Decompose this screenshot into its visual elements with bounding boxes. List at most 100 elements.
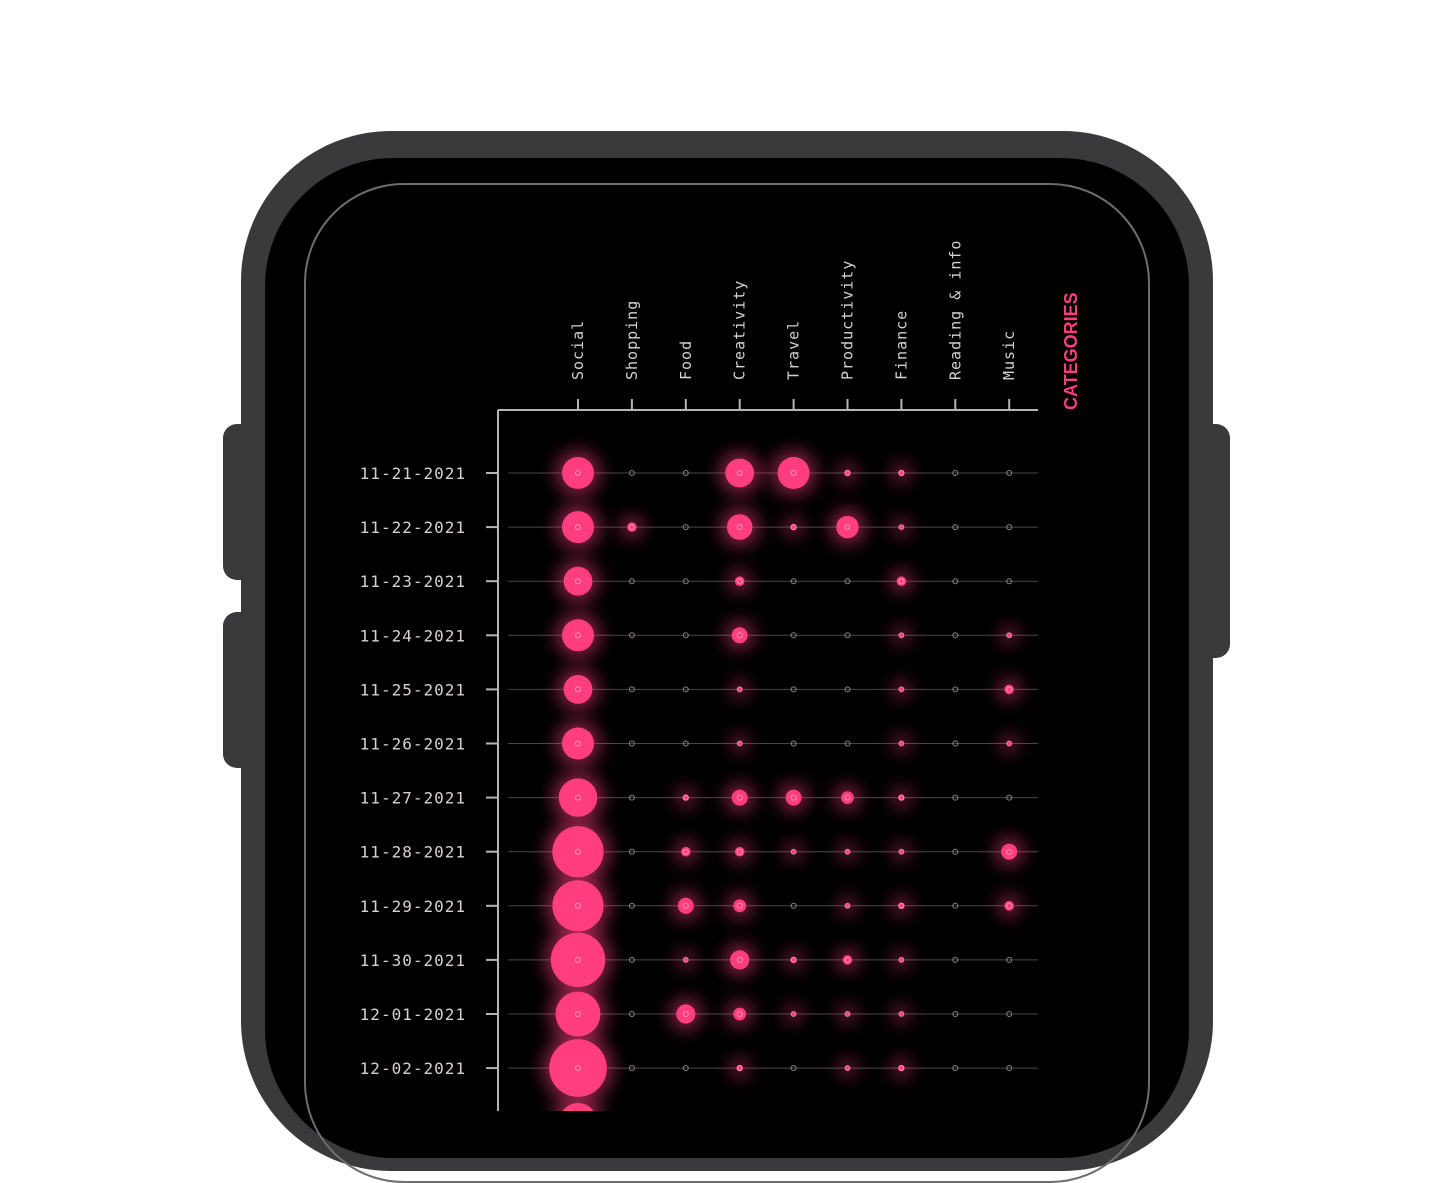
bubble-point [896, 576, 907, 586]
bubble-point [555, 991, 601, 1037]
cell-marker [952, 1011, 959, 1017]
cell-marker [952, 956, 959, 963]
cell-marker [682, 1011, 689, 1017]
cell-marker [1006, 902, 1013, 909]
chart-marks [549, 457, 1018, 1111]
bubble-point [627, 522, 637, 532]
cell-marker [952, 740, 959, 747]
bubble-point [790, 956, 797, 964]
y-tick-label: 11-30-2021 [360, 951, 466, 970]
cell-marker [790, 740, 797, 747]
cell-marker [628, 578, 635, 585]
bubble-point [898, 1064, 905, 1072]
bubble-point [681, 846, 691, 857]
x-tick-label: Music [1000, 330, 1018, 380]
chart-labels: Social Shopping Food Creativity Travel Produc… [360, 240, 1019, 1079]
x-tick-label: Shopping [623, 300, 641, 380]
cell-marker [844, 578, 851, 585]
cell-marker [898, 470, 905, 476]
bubble-point [898, 794, 905, 801]
cell-marker [575, 794, 581, 801]
bubble-point [898, 957, 904, 963]
cell-marker [628, 1065, 635, 1072]
cell-marker [952, 578, 959, 585]
cell-marker [790, 794, 797, 801]
bubble-point [845, 849, 850, 855]
cell-marker [736, 470, 743, 476]
cell-marker [898, 848, 905, 855]
bubble-point [734, 846, 745, 857]
cell-marker [790, 956, 797, 963]
cell-marker [628, 902, 635, 909]
bubble-point [898, 1011, 904, 1017]
y-tick-label: 11-29-2021 [360, 897, 466, 916]
cell-marker [682, 794, 689, 801]
bubble-point [845, 1011, 850, 1017]
cell-marker [790, 524, 797, 531]
bubble-point [898, 686, 904, 692]
bubble-point [558, 778, 598, 817]
bubble-point [842, 955, 853, 965]
cell-marker [898, 1011, 905, 1017]
bubble-point [898, 632, 904, 638]
bubble-point [731, 789, 748, 806]
cell-marker [844, 902, 851, 909]
bubble-point [562, 619, 594, 652]
cell-marker [844, 470, 851, 476]
cell-marker [682, 956, 689, 963]
cell-marker [736, 740, 743, 747]
cell-marker [844, 632, 851, 639]
cell-marker [736, 794, 743, 801]
bubble-point [563, 566, 593, 596]
cell-marker [844, 1011, 851, 1017]
cell-marker [898, 1065, 905, 1072]
cell-marker [952, 632, 959, 639]
bubble-point [898, 849, 904, 855]
cell-marker [682, 632, 689, 639]
cell-marker [736, 956, 743, 963]
cell-marker [1006, 470, 1013, 476]
y-tick-label: 11-27-2021 [360, 789, 466, 808]
x-axis-title: CATEGORIES [1061, 292, 1081, 410]
x-tick-label: Finance [892, 310, 910, 380]
bubble-point [1006, 741, 1012, 746]
cell-marker [844, 1065, 851, 1072]
cell-marker [736, 902, 743, 909]
bubble-point [562, 1103, 594, 1111]
cell-marker [736, 524, 743, 531]
bubble-point [734, 576, 745, 586]
bubble-point [845, 903, 850, 909]
bubble-point [737, 741, 743, 746]
category-bubble-chart: Social Shopping Food Creativity Travel Produc… [360, 240, 1081, 1111]
cell-marker [1006, 794, 1013, 801]
y-tick-label: 11-28-2021 [360, 843, 466, 862]
bubble-point [844, 469, 851, 477]
y-tick-label: 12-01-2021 [360, 1005, 466, 1024]
cell-marker [790, 1011, 797, 1017]
cell-marker [952, 794, 959, 801]
cell-marker [736, 686, 743, 693]
bubble-point [898, 902, 905, 909]
cell-marker [844, 740, 851, 747]
cell-marker [1006, 740, 1013, 747]
cell-marker [1006, 1011, 1013, 1017]
cell-marker [898, 632, 905, 639]
bubble-point [737, 686, 743, 692]
cell-marker [952, 902, 959, 909]
cell-marker [1006, 1065, 1013, 1072]
x-tick-label: Travel [785, 320, 803, 380]
cell-marker [736, 848, 743, 855]
cell-marker [790, 902, 797, 909]
cell-marker [628, 1011, 635, 1017]
x-tick-label: Reading & info [946, 240, 964, 380]
bubble-point [725, 458, 755, 488]
bubble-point [550, 932, 606, 988]
cell-marker [628, 632, 635, 639]
bubble-point [790, 523, 797, 531]
bubble-point [1004, 684, 1014, 695]
bubble-point [785, 789, 802, 806]
cell-marker [952, 686, 959, 693]
cell-marker [952, 1065, 959, 1072]
cell-marker [1006, 578, 1013, 585]
cell-marker [682, 470, 689, 476]
